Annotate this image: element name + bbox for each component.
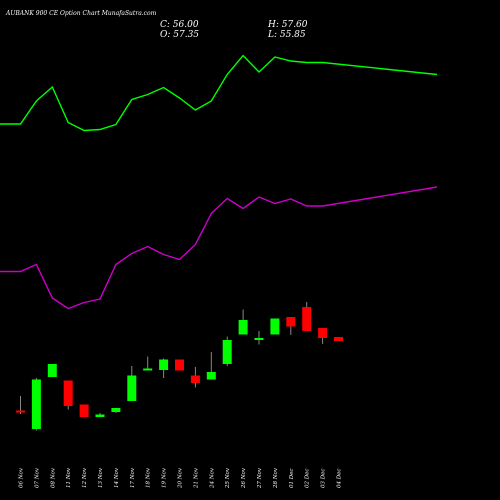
x-tick-label: 08 Nov	[50, 467, 56, 488]
candle-down	[16, 410, 25, 413]
low-value: L: 55.85	[267, 30, 306, 40]
x-tick-label: 03 Dec	[321, 469, 327, 489]
x-tick-label: 06 Nov	[19, 467, 25, 488]
x-tick-label: 17 Nov	[130, 467, 136, 488]
candle-up	[31, 379, 41, 429]
x-tick-label: 04 Dec	[337, 469, 343, 489]
candle-up	[47, 364, 57, 377]
open-value: O: 57.35	[160, 30, 199, 40]
candles-group	[16, 302, 343, 431]
candle-down	[318, 328, 328, 338]
candle-down	[334, 337, 343, 341]
x-tick-label: 21 Nov	[193, 467, 199, 489]
candle-up	[206, 372, 216, 380]
x-tick-label: 28 Nov	[273, 467, 279, 489]
candle-up	[111, 408, 121, 412]
candle-down	[190, 375, 200, 383]
candle-up	[270, 318, 280, 335]
x-tick-label: 26 Nov	[241, 467, 247, 489]
x-tick-label: 19 Nov	[162, 467, 168, 488]
candle-up	[143, 368, 153, 371]
candle-down	[63, 380, 73, 406]
candle-down	[302, 307, 312, 331]
x-tick-label: 13 Nov	[98, 467, 104, 488]
candle-up	[127, 375, 137, 401]
candle-up	[238, 320, 248, 335]
x-tick-label: 20 Nov	[178, 467, 184, 489]
candle-up	[222, 340, 232, 364]
chart-title: AUBANK 900 CE Option Chart MunafaSutra.c…	[5, 10, 157, 17]
candle-up	[254, 338, 264, 340]
x-tick-label: 02 Dec	[305, 469, 311, 489]
x-axis-tick-labels: 06 Nov 07 Nov 08 Nov 11 Nov 12 Nov 13 Nov 14 N…	[19, 467, 343, 489]
high-value: H: 57.60	[267, 20, 308, 30]
x-tick-label: 14 Nov	[114, 467, 120, 488]
close-value: C: 56.00	[160, 20, 199, 30]
x-tick-label: 01 Dec	[289, 469, 295, 489]
candle-down	[79, 404, 89, 417]
x-tick-label: 24 Nov	[209, 467, 215, 489]
candle-up	[159, 359, 169, 370]
candle-down	[175, 359, 184, 371]
candle-up	[95, 414, 105, 417]
upper-band-line	[0, 54, 438, 132]
x-tick-label: 07 Nov	[34, 467, 40, 488]
x-tick-label: 18 Nov	[146, 467, 152, 488]
x-tick-label: 11 Nov	[66, 467, 72, 488]
x-tick-label: 27 Nov	[257, 467, 263, 489]
x-tick-label: 25 Nov	[225, 467, 231, 489]
lower-band-line	[0, 186, 438, 310]
indicator-lines	[0, 54, 438, 310]
candle-down	[286, 317, 296, 327]
x-tick-label: 12 Nov	[82, 467, 88, 488]
